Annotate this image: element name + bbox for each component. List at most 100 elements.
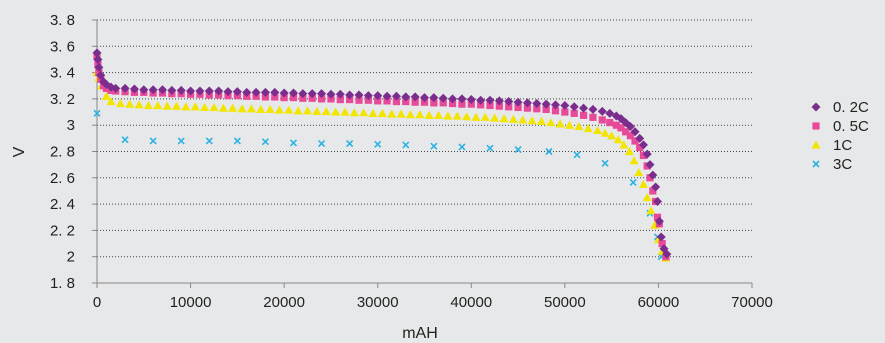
data-point: [326, 89, 336, 99]
data-point: [542, 105, 550, 114]
data-point: [504, 97, 514, 107]
data-point: [143, 100, 153, 110]
data-point: [622, 128, 630, 136]
legend-label: 0. 5C: [833, 118, 869, 135]
data-point: [374, 97, 382, 105]
data-point: [514, 103, 522, 112]
data-point: [265, 104, 275, 114]
data-point: [505, 103, 513, 111]
data-point: [200, 102, 210, 112]
data-point: [93, 54, 103, 64]
data-point: [307, 89, 317, 99]
data-series: [92, 48, 672, 262]
data-point: [588, 104, 598, 114]
data-point: [486, 101, 494, 110]
data-point: [228, 103, 238, 112]
data-point: [533, 105, 541, 113]
data-point: [284, 105, 294, 114]
data-point: [636, 143, 644, 152]
y-tick-label: 2. 8: [50, 144, 75, 161]
x-tick-label: 0: [93, 294, 101, 311]
data-point: [574, 122, 584, 131]
data-point: [167, 85, 177, 95]
data-point: [298, 89, 308, 99]
data-point: [607, 131, 617, 140]
data-point: [223, 87, 233, 97]
data-point: [635, 133, 645, 143]
data-point: [270, 87, 280, 97]
data-point: [289, 93, 298, 102]
data-point: [101, 91, 111, 100]
data-point: [573, 151, 581, 159]
data-point: [293, 106, 303, 115]
legend-marker: [811, 102, 821, 112]
data-point: [467, 100, 475, 108]
data-point: [443, 111, 453, 120]
data-point: [579, 111, 588, 119]
data-point: [430, 142, 438, 150]
data-point: [274, 105, 284, 114]
legend: 0. 2C 0. 5C 1C 3C: [811, 99, 869, 173]
data-point: [561, 108, 569, 116]
data-point: [555, 119, 565, 128]
data-point: [645, 160, 655, 170]
y-tick-label: 3. 6: [50, 38, 75, 55]
data-point: [382, 91, 392, 101]
legend-marker: [811, 140, 821, 149]
data-point: [624, 147, 634, 156]
data-point: [625, 122, 635, 132]
data-point: [271, 93, 279, 101]
data-point: [630, 127, 640, 137]
data-point: [569, 102, 579, 112]
data-point: [452, 111, 462, 120]
data-point: [653, 213, 662, 221]
series-05c: [93, 53, 670, 261]
data-point: [606, 118, 614, 127]
data-point: [190, 102, 200, 111]
legend-label: 3C: [833, 156, 852, 173]
data-point: [415, 110, 425, 119]
data-point: [600, 128, 610, 137]
data-point: [411, 98, 419, 106]
data-point: [629, 178, 637, 186]
data-point: [476, 95, 486, 105]
data-point: [579, 103, 589, 113]
data-point: [601, 159, 609, 167]
data-point: [233, 137, 241, 145]
legend-label: 1C: [833, 137, 852, 154]
data-point: [195, 86, 205, 96]
data-point: [317, 89, 327, 99]
data-point: [232, 87, 242, 97]
data-point: [420, 98, 429, 106]
data-point: [134, 100, 144, 109]
data-point: [402, 97, 410, 106]
legend-item: 0. 5C: [812, 118, 869, 135]
data-point: [209, 102, 219, 112]
data-point: [545, 147, 553, 156]
data-point: [94, 62, 104, 72]
data-point: [583, 123, 593, 133]
data-point: [551, 107, 560, 115]
data-point: [649, 187, 657, 195]
data-point: [340, 107, 350, 116]
data-point: [317, 95, 326, 103]
data-point: [656, 232, 666, 242]
data-point: [261, 138, 269, 146]
data-point: [181, 102, 191, 111]
data-point: [514, 145, 522, 154]
data-point: [96, 70, 106, 80]
data-point: [336, 95, 344, 104]
data-point: [289, 88, 298, 98]
data-point: [654, 216, 664, 226]
y-axis-title: V: [11, 146, 28, 157]
data-point: [536, 116, 546, 125]
data-point: [172, 101, 182, 110]
data-point: [346, 95, 354, 104]
data-point: [111, 83, 121, 93]
data-point: [186, 86, 196, 96]
legend-marker: [812, 160, 820, 168]
data-point: [401, 92, 411, 102]
y-tick-label: 3. 8: [50, 12, 75, 29]
